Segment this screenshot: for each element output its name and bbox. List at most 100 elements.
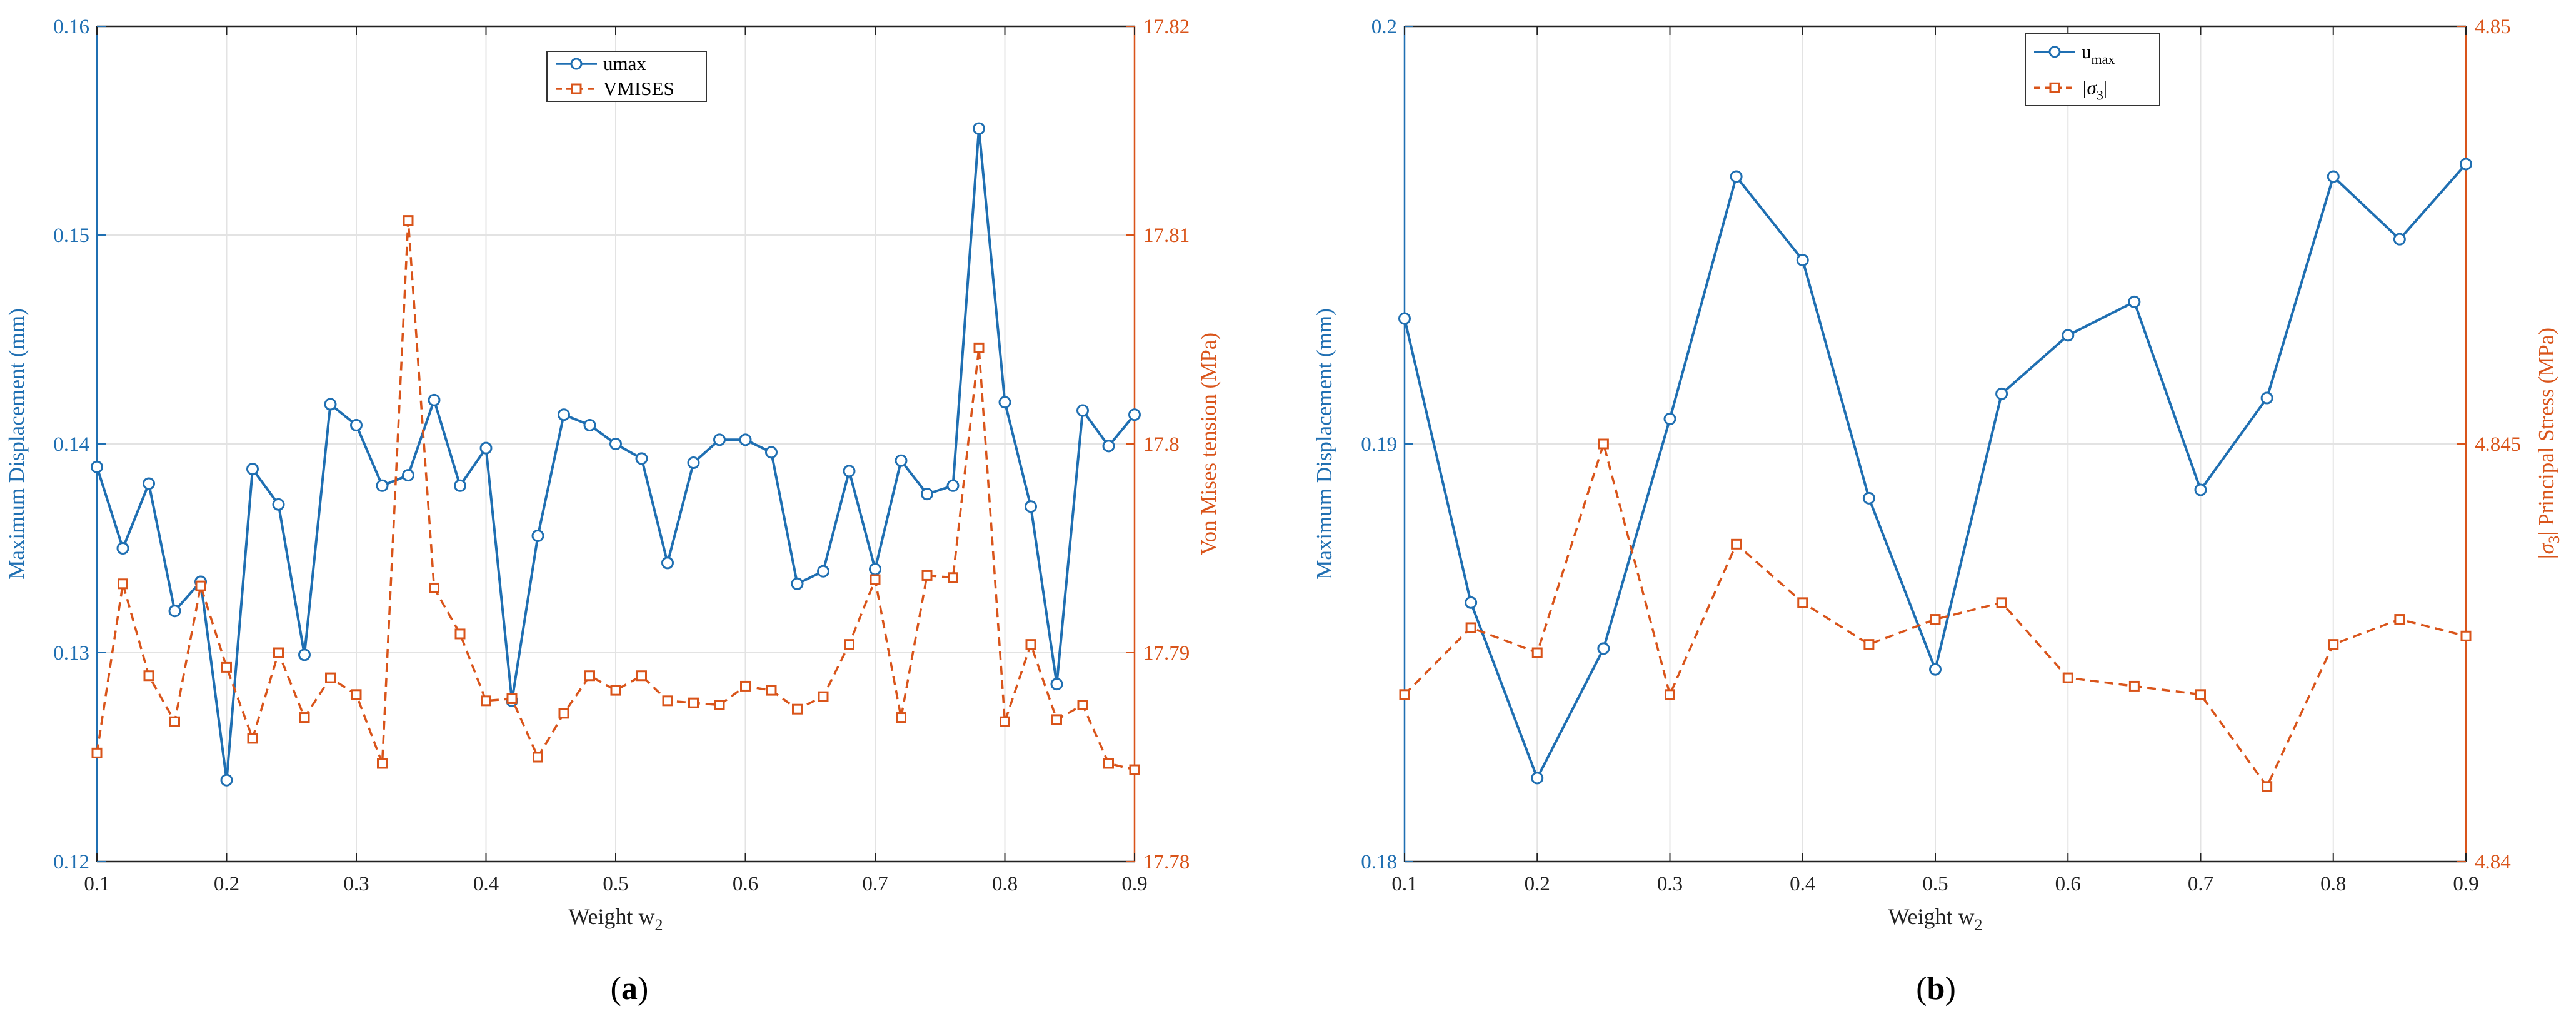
data-point bbox=[610, 685, 621, 696]
data-point bbox=[91, 747, 103, 758]
data-point bbox=[1025, 500, 1037, 513]
data-point bbox=[1399, 689, 1410, 700]
data-point bbox=[429, 582, 439, 593]
data-point bbox=[635, 452, 648, 465]
series-right bbox=[1399, 438, 2472, 792]
y-right-tick-label: 4.85 bbox=[2475, 16, 2511, 38]
y-left-tick-label: 0.2 bbox=[1371, 16, 1397, 38]
y-left-tick-label: 0.16 bbox=[53, 16, 89, 38]
y-left-tick-label: 0.13 bbox=[53, 642, 89, 665]
data-point bbox=[1077, 700, 1088, 710]
data-point bbox=[220, 773, 233, 787]
panel-label: (a) bbox=[611, 971, 649, 1007]
data-point bbox=[1465, 596, 1478, 609]
x-tick-label: 0.8 bbox=[2320, 873, 2346, 895]
data-point bbox=[1102, 440, 1115, 453]
data-point bbox=[636, 670, 647, 682]
data-point bbox=[324, 398, 337, 411]
x-tick-label: 0.7 bbox=[2188, 873, 2213, 895]
data-point bbox=[870, 574, 881, 585]
x-tick-label: 0.3 bbox=[1657, 873, 1683, 895]
data-point bbox=[221, 661, 232, 673]
data-point bbox=[325, 672, 336, 683]
legend-marker-circle bbox=[2048, 46, 2061, 58]
data-point bbox=[818, 691, 829, 702]
data-point bbox=[584, 670, 595, 682]
data-point bbox=[1862, 491, 1875, 505]
data-point bbox=[299, 712, 310, 723]
data-point bbox=[91, 460, 103, 473]
x-tick-label: 0.2 bbox=[214, 873, 239, 895]
legend-box bbox=[2025, 33, 2160, 106]
data-point bbox=[844, 639, 854, 650]
data-point bbox=[2062, 329, 2075, 342]
legend-entry: umax bbox=[603, 53, 646, 74]
data-point bbox=[1665, 689, 1675, 700]
series-right bbox=[91, 215, 1140, 775]
data-point bbox=[2393, 233, 2406, 246]
data-point bbox=[116, 542, 129, 555]
series-left bbox=[91, 122, 1141, 787]
x-axis-label: Weight w2 bbox=[568, 904, 663, 934]
y-right-axis-label: |σ3| Principal Stress (MPa) bbox=[2534, 328, 2563, 560]
y-right-tick-label: 4.84 bbox=[2475, 851, 2511, 873]
data-point bbox=[1598, 438, 1609, 450]
y-left-tick-label: 0.12 bbox=[53, 851, 89, 873]
data-point bbox=[403, 215, 414, 226]
legend-entry: VMISES bbox=[603, 78, 674, 99]
data-point bbox=[2194, 483, 2207, 496]
data-point bbox=[1796, 254, 1809, 267]
data-point bbox=[948, 572, 958, 583]
series-line bbox=[1403, 443, 2467, 788]
data-point bbox=[973, 122, 985, 135]
x-tick-label: 0.4 bbox=[1790, 873, 1815, 895]
data-point bbox=[1531, 647, 1543, 658]
data-point bbox=[272, 498, 285, 511]
data-point bbox=[2195, 689, 2206, 700]
data-point bbox=[2262, 781, 2273, 792]
panel-a: 0.1 0.2 0.3 0.4 0.5 0.6 0.7 0.8 0.9 0.12 0.13 0.14 0… bbox=[4, 16, 1221, 1007]
data-point bbox=[351, 689, 362, 700]
legend-marker-circle bbox=[570, 58, 583, 70]
legend-marker-square bbox=[571, 83, 582, 94]
data-point bbox=[479, 441, 493, 455]
data-point bbox=[765, 446, 778, 459]
series-left bbox=[1398, 158, 2472, 785]
x-tick-label: 0.7 bbox=[862, 873, 888, 895]
legend-entry: umax bbox=[2082, 41, 2115, 67]
x-tick-label: 0.5 bbox=[1922, 873, 1948, 895]
data-point bbox=[1128, 408, 1141, 421]
data-point bbox=[143, 670, 154, 682]
data-point bbox=[896, 712, 906, 723]
data-point bbox=[583, 418, 596, 431]
data-point bbox=[895, 454, 908, 467]
data-point bbox=[481, 695, 491, 707]
y-left-tick-label: 0.15 bbox=[53, 224, 89, 247]
data-point bbox=[1930, 614, 1941, 625]
grid-lines bbox=[1404, 26, 2467, 862]
x-tick-label: 0.9 bbox=[2453, 873, 2478, 895]
data-point bbox=[946, 479, 960, 492]
y-right-tick-label: 17.8 bbox=[1143, 433, 1180, 456]
data-point bbox=[766, 685, 777, 696]
legend-entry: |σ3| bbox=[2082, 76, 2107, 103]
data-point bbox=[688, 697, 699, 708]
data-point bbox=[558, 408, 570, 421]
data-point bbox=[1531, 772, 1544, 785]
y-left-axis-label: Maximum Displacement (mm) bbox=[1312, 308, 1336, 580]
data-point bbox=[118, 578, 128, 590]
data-point bbox=[817, 565, 829, 578]
data-point bbox=[869, 563, 881, 576]
data-point bbox=[533, 752, 543, 763]
data-point bbox=[2327, 170, 2340, 183]
data-point bbox=[714, 700, 725, 710]
data-point bbox=[740, 680, 751, 692]
data-point bbox=[1103, 758, 1114, 769]
data-point bbox=[662, 695, 673, 707]
y-right-axis-label: Von Mises tension (MPa) bbox=[1196, 333, 1221, 555]
data-point bbox=[143, 477, 155, 490]
data-point bbox=[454, 628, 466, 640]
x-tick-label: 0.8 bbox=[992, 873, 1018, 895]
data-point bbox=[791, 577, 804, 590]
data-point bbox=[1929, 663, 1942, 676]
